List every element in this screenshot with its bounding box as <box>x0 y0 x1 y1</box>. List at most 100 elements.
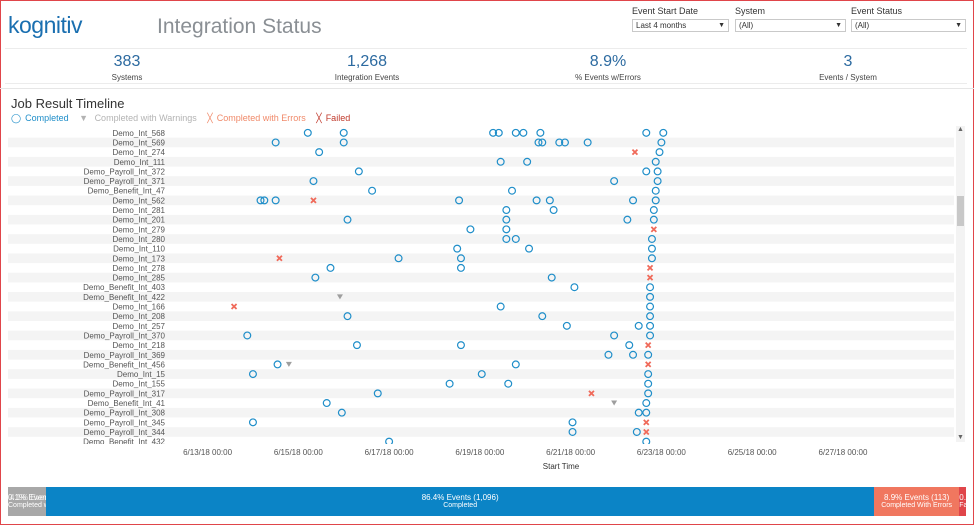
event-mark-completed[interactable] <box>562 321 571 330</box>
event-status-dropdown[interactable]: (All) ▼ <box>851 19 966 32</box>
event-mark-completed[interactable] <box>354 167 363 176</box>
event-mark-failed[interactable] <box>588 390 595 397</box>
event-mark-completed[interactable] <box>502 225 511 234</box>
event-mark-completed[interactable] <box>555 138 564 147</box>
event-mark-completed[interactable] <box>519 128 528 137</box>
event-mark-completed[interactable] <box>625 341 634 350</box>
event-mark-completed[interactable] <box>466 225 475 234</box>
event-mark-completed[interactable] <box>644 350 653 359</box>
event-mark-completed[interactable] <box>653 177 662 186</box>
event-mark-completed[interactable] <box>634 408 643 417</box>
event-mark-completed[interactable] <box>649 215 658 224</box>
event-mark-completed[interactable] <box>534 138 543 147</box>
event-mark-completed[interactable] <box>653 167 662 176</box>
event-mark-completed[interactable] <box>642 399 651 408</box>
event-mark-completed[interactable] <box>642 128 651 137</box>
event-mark-completed[interactable] <box>642 408 651 417</box>
event-mark-completed[interactable] <box>647 234 656 243</box>
event-mark-completed[interactable] <box>322 399 331 408</box>
event-mark-completed[interactable] <box>538 138 547 147</box>
event-mark-completed[interactable] <box>271 196 280 205</box>
event-mark-completed[interactable] <box>536 128 545 137</box>
event-mark-completed[interactable] <box>649 206 658 215</box>
event-mark-failed[interactable] <box>645 341 652 349</box>
event-mark-completed[interactable] <box>547 273 556 282</box>
event-mark-completed[interactable] <box>271 138 280 147</box>
event-mark-completed[interactable] <box>646 312 655 321</box>
event-mark-completed[interactable] <box>570 283 579 292</box>
event-mark-completed[interactable] <box>243 331 252 340</box>
event-mark-completed[interactable] <box>642 437 651 444</box>
event-mark-completed[interactable] <box>373 389 382 398</box>
event-mark-completed[interactable] <box>629 350 638 359</box>
event-mark-failed[interactable] <box>230 303 238 310</box>
event-mark-failed[interactable] <box>643 419 650 426</box>
event-mark-completed[interactable] <box>502 234 511 243</box>
event-mark-completed[interactable] <box>489 128 498 137</box>
legend-failed[interactable]: ╳ Failed <box>316 113 354 123</box>
event-mark-completed[interactable] <box>337 408 346 417</box>
event-mark-completed[interactable] <box>248 418 257 427</box>
event-mark-completed[interactable] <box>453 244 462 253</box>
event-mark-completed[interactable] <box>511 234 520 243</box>
event-mark-completed[interactable] <box>456 263 465 272</box>
event-mark-completed[interactable] <box>657 138 666 147</box>
event-mark-completed[interactable] <box>659 128 668 137</box>
event-mark-warning[interactable] <box>285 361 292 367</box>
event-mark-completed[interactable] <box>568 418 577 427</box>
event-mark-completed[interactable] <box>634 321 643 330</box>
event-mark-completed[interactable] <box>647 244 656 253</box>
event-mark-completed[interactable] <box>303 128 312 137</box>
event-mark-completed[interactable] <box>273 360 282 369</box>
event-mark-completed[interactable] <box>309 177 318 186</box>
event-mark-completed[interactable] <box>644 389 653 398</box>
event-mark-completed[interactable] <box>647 254 656 263</box>
event-mark-completed[interactable] <box>385 437 394 444</box>
event-mark-completed[interactable] <box>532 196 541 205</box>
event-mark-completed[interactable] <box>623 215 632 224</box>
event-mark-completed[interactable] <box>456 341 465 350</box>
event-mark-completed[interactable] <box>651 157 660 166</box>
event-mark-failed[interactable] <box>646 264 654 272</box>
event-mark-completed[interactable] <box>560 138 569 147</box>
event-mark-completed[interactable] <box>545 196 554 205</box>
event-mark-completed[interactable] <box>502 215 511 224</box>
scrollbar-thumb[interactable] <box>957 196 964 226</box>
event-mark-completed[interactable] <box>610 177 619 186</box>
summary-segment-errors[interactable]: 8.9% Events (113) Completed With Errors <box>874 487 960 516</box>
event-mark-completed[interactable] <box>644 379 653 388</box>
event-mark-completed[interactable] <box>494 128 503 137</box>
event-mark-completed[interactable] <box>368 186 377 195</box>
event-mark-completed[interactable] <box>604 350 613 359</box>
event-mark-completed[interactable] <box>445 379 454 388</box>
event-mark-completed[interactable] <box>477 370 486 379</box>
event-mark-completed[interactable] <box>644 370 653 379</box>
event-mark-completed[interactable] <box>511 360 520 369</box>
summary-segment-failed[interactable]: 0.6% Events (7)Failed <box>959 487 966 516</box>
scroll-up-icon[interactable]: ▲ <box>957 126 964 133</box>
event-mark-completed[interactable] <box>632 427 641 436</box>
summary-segment-completed[interactable]: 86.4% Events (1,096) Completed <box>46 487 875 516</box>
event-mark-completed[interactable] <box>260 196 269 205</box>
scroll-down-icon[interactable]: ▼ <box>957 434 964 441</box>
event-mark-completed[interactable] <box>339 138 348 147</box>
event-mark-completed[interactable] <box>456 254 465 263</box>
event-mark-completed[interactable] <box>583 138 592 147</box>
event-mark-completed[interactable] <box>508 186 517 195</box>
event-mark-completed[interactable] <box>496 157 505 166</box>
event-mark-completed[interactable] <box>610 331 619 340</box>
event-mark-completed[interactable] <box>504 379 513 388</box>
event-mark-completed[interactable] <box>646 283 655 292</box>
event-mark-completed[interactable] <box>549 206 558 215</box>
event-mark-completed[interactable] <box>455 196 464 205</box>
event-mark-failed[interactable] <box>645 361 652 368</box>
event-mark-completed[interactable] <box>315 148 324 157</box>
event-mark-completed[interactable] <box>311 273 320 282</box>
legend-completed[interactable]: ◯ Completed <box>11 113 73 123</box>
event-mark-failed[interactable] <box>631 148 639 156</box>
event-mark-completed[interactable] <box>339 128 348 137</box>
system-dropdown[interactable]: (All) ▼ <box>735 19 846 32</box>
event-mark-completed[interactable] <box>511 128 520 137</box>
event-mark-completed[interactable] <box>352 341 361 350</box>
event-mark-failed[interactable] <box>650 226 657 233</box>
